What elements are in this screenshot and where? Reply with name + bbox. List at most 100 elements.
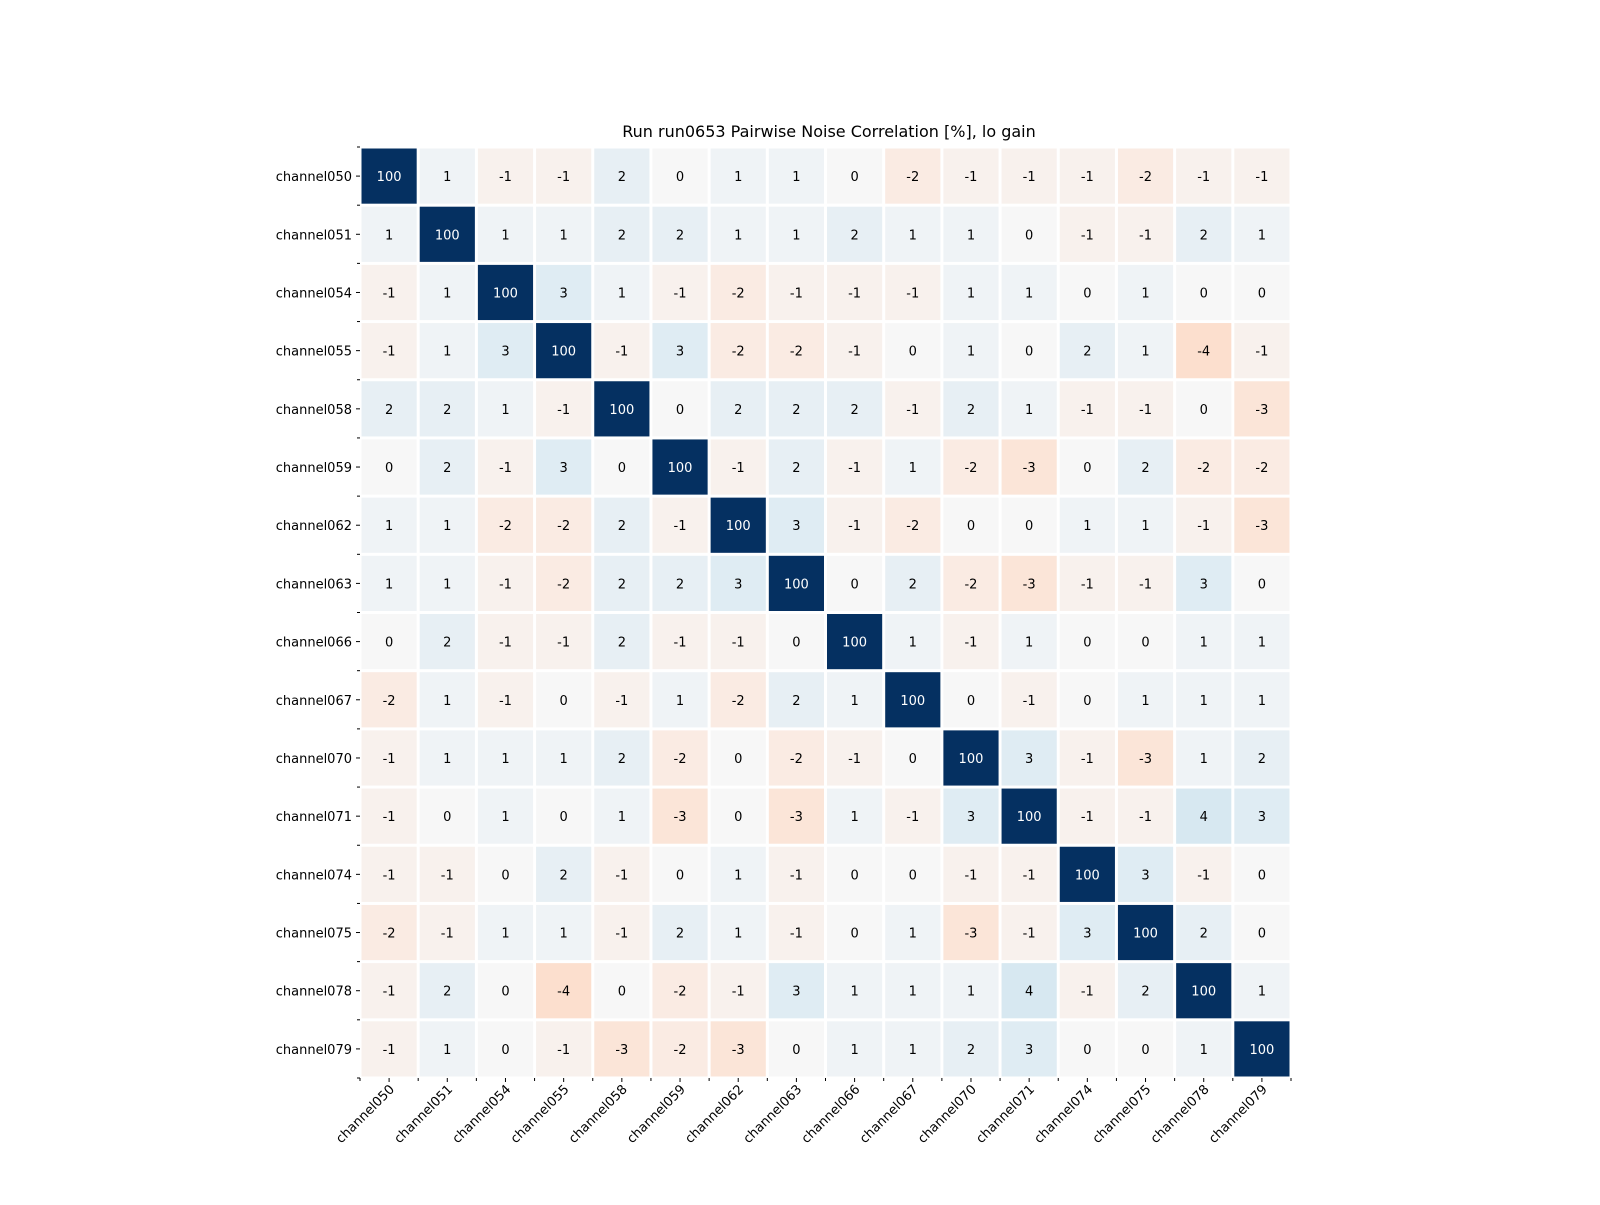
heatmap-cell <box>1234 788 1290 844</box>
heatmap-cell <box>1059 1021 1115 1077</box>
heatmap-cell <box>594 730 650 786</box>
cell-value-label: -1 <box>383 868 396 883</box>
heatmap-cell <box>536 846 592 902</box>
cell-value-label: -1 <box>383 1043 396 1058</box>
heatmap-cell <box>1117 846 1174 902</box>
cell-value-label: 2 <box>676 927 684 942</box>
y-tick-label: channel074 <box>276 868 352 883</box>
heatmap-cell <box>1059 206 1115 262</box>
cell-value-label: 100 <box>900 694 925 709</box>
cell-value-label: 0 <box>1200 403 1208 418</box>
cell-value-label: 1 <box>909 228 917 243</box>
heatmap-cell <box>1176 264 1232 321</box>
heatmap-cell <box>1176 904 1232 961</box>
heatmap-cell <box>594 264 650 321</box>
heatmap-cell <box>710 904 766 961</box>
cell-value-label: -1 <box>790 927 803 942</box>
y-tick-label: channel078 <box>276 985 352 1000</box>
cell-value-label: 1 <box>501 810 509 825</box>
cell-value-label: -2 <box>383 694 396 709</box>
cell-value-label: 1 <box>792 170 800 185</box>
cell-value-label: 1 <box>734 170 742 185</box>
heatmap-cell <box>1001 904 1057 961</box>
cell-value-label: 3 <box>1258 810 1266 825</box>
cell-value-label: -1 <box>906 286 919 301</box>
x-tick-label: channel054 <box>450 1082 515 1147</box>
heatmap-cell <box>1176 672 1232 728</box>
cell-value-label: 1 <box>443 286 451 301</box>
cell-value-label: 1 <box>909 461 917 476</box>
heatmap-cell <box>536 555 592 611</box>
cells-layer: 100 1 -1 -1 2 0 1 1 0 -2 -1 -1 -1 -2 -1 -11 100 1 1 2 2 1 1 2 1 1… <box>361 148 1290 1077</box>
heatmap-cell <box>827 148 883 204</box>
cell-value-label: -1 <box>615 868 628 883</box>
cell-value-label: 1 <box>909 927 917 942</box>
cell-value-label: 2 <box>850 403 858 418</box>
heatmap-cell <box>827 439 883 495</box>
cell-value-label: 0 <box>792 1043 800 1058</box>
cell-value-label: -1 <box>1139 810 1152 825</box>
heatmap-cell <box>652 148 708 204</box>
heatmap-cell <box>1059 148 1115 204</box>
cell-value-label: -2 <box>732 694 745 709</box>
cell-value-label: -1 <box>1081 985 1094 1000</box>
heatmap-cell <box>419 614 475 670</box>
heatmap-cell <box>477 497 534 553</box>
cell-value-label: -2 <box>674 985 687 1000</box>
heatmap-cell <box>1001 497 1057 553</box>
x-tick-label: channel063 <box>741 1082 806 1147</box>
heatmap-cell <box>768 963 824 1019</box>
heatmap-cell <box>943 614 999 670</box>
heatmap-cell <box>361 323 417 379</box>
heatmap-cell <box>361 206 417 262</box>
cell-value-label: 0 <box>1025 519 1033 534</box>
heatmap-cell <box>419 148 475 204</box>
cell-value-label: 1 <box>1025 286 1033 301</box>
cell-value-label: -1 <box>1023 694 1036 709</box>
cell-value-label: 1 <box>560 752 568 767</box>
heatmap-cell <box>419 381 475 437</box>
cell-value-label: 1 <box>967 228 975 243</box>
heatmap-cell <box>710 264 766 321</box>
cell-value-label: 0 <box>909 345 917 360</box>
heatmap-cell <box>536 323 592 379</box>
heatmap-cell <box>943 672 999 728</box>
heatmap-cell <box>768 846 824 902</box>
cell-value-label: -3 <box>1255 403 1268 418</box>
heatmap-cell <box>477 788 534 844</box>
heatmap-cell <box>594 846 650 902</box>
heatmap-cell <box>419 439 475 495</box>
cell-value-label: 0 <box>385 461 393 476</box>
heatmap-cell <box>361 555 417 611</box>
cell-value-label: -1 <box>383 286 396 301</box>
cell-value-label: -1 <box>1255 345 1268 360</box>
heatmap-cell <box>361 614 417 670</box>
heatmap-cell <box>477 846 534 902</box>
heatmap-cell <box>594 381 650 437</box>
cell-value-label: -1 <box>557 1043 570 1058</box>
heatmap-cell <box>1117 730 1174 786</box>
heatmap-cell <box>1117 1021 1174 1077</box>
heatmap-cell <box>1001 788 1057 844</box>
cell-value-label: 1 <box>501 228 509 243</box>
heatmap-cell <box>885 206 941 262</box>
cell-value-label: 100 <box>959 752 984 767</box>
heatmap-cell <box>943 904 999 961</box>
heatmap-cell <box>1059 614 1115 670</box>
heatmap-cell <box>594 555 650 611</box>
heatmap-cell <box>710 148 766 204</box>
heatmap-cell <box>594 439 650 495</box>
cell-value-label: -1 <box>1081 228 1094 243</box>
heatmap-cell <box>1117 788 1174 844</box>
cell-value-label: 2 <box>618 170 626 185</box>
cell-value-label: 1 <box>1200 752 1208 767</box>
heatmap-cell <box>1059 788 1115 844</box>
cell-value-label: 0 <box>443 810 451 825</box>
cell-value-label: 0 <box>676 868 684 883</box>
cell-value-label: -1 <box>1197 868 1210 883</box>
cell-value-label: 0 <box>618 985 626 1000</box>
cell-value-label: -1 <box>1197 519 1210 534</box>
cell-value-label: -1 <box>1081 403 1094 418</box>
heatmap-cell <box>536 730 592 786</box>
cell-value-label: 100 <box>551 345 576 360</box>
